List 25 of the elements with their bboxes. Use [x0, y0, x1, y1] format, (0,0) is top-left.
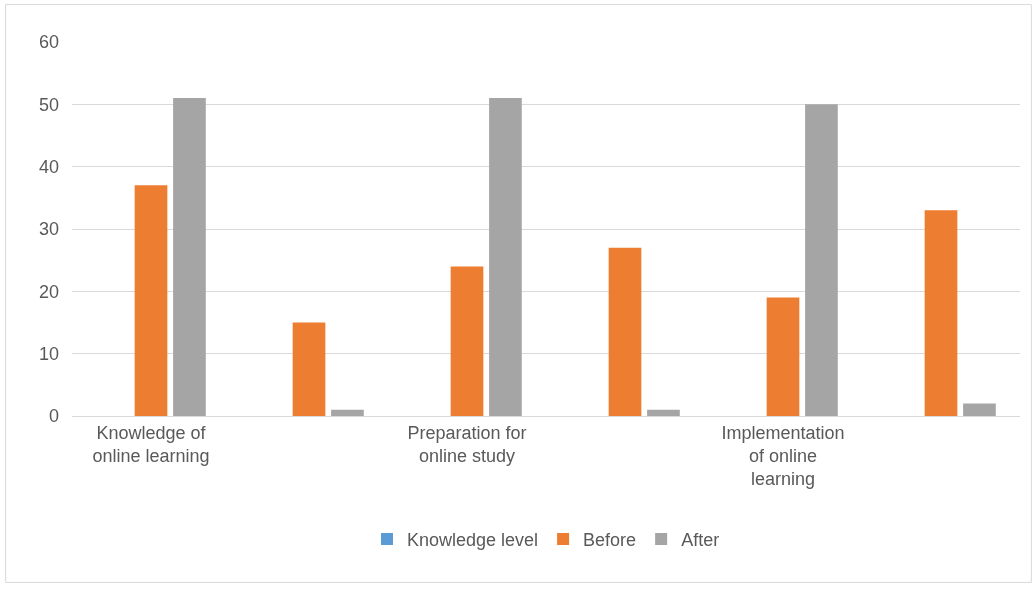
- x-tick-label: Implementation of online learning: [721, 422, 845, 490]
- legend-label: After: [681, 529, 720, 550]
- bar: [331, 409, 364, 416]
- bar: [450, 266, 484, 416]
- y-tick-label: 10: [38, 343, 59, 364]
- bar: [963, 403, 996, 416]
- bar: [647, 409, 680, 416]
- y-tick-label: 60: [38, 32, 59, 53]
- bar: [924, 210, 958, 416]
- bar: [766, 297, 800, 416]
- bar: [608, 247, 642, 416]
- legend-label: Before: [583, 529, 637, 550]
- y-tick-label: 30: [38, 219, 59, 240]
- legend-label: Knowledge level: [407, 529, 539, 550]
- y-tick-label: 50: [38, 94, 59, 115]
- bar: [489, 98, 522, 416]
- y-tick-label: 20: [38, 281, 59, 302]
- x-tick-label: Knowledge of online learning: [92, 422, 210, 466]
- bar: [173, 98, 206, 416]
- bar: [134, 185, 168, 416]
- x-tick-label: Preparation for online study: [407, 422, 527, 466]
- bar: [805, 104, 838, 416]
- y-tick-label: 0: [48, 406, 59, 427]
- y-tick-label: 40: [38, 156, 59, 177]
- bar: [292, 322, 326, 416]
